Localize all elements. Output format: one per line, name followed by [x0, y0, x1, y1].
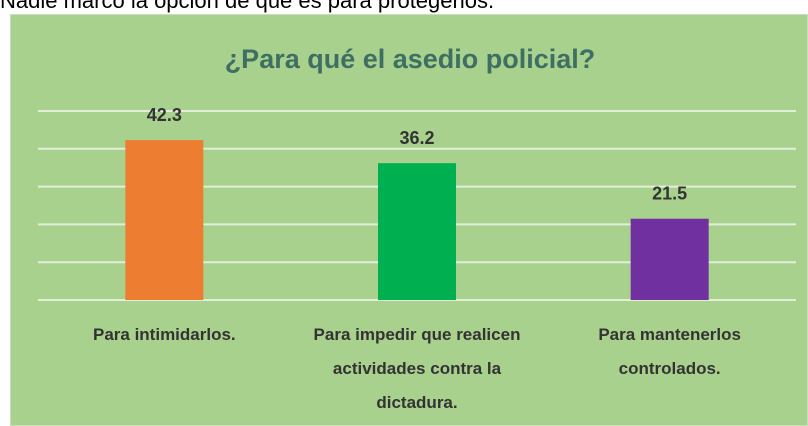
x-tick-label: Para intimidarlos. [92, 325, 236, 344]
bar [125, 140, 204, 300]
data-label: 42.3 [147, 105, 182, 125]
data-label: 21.5 [652, 183, 687, 203]
x-tick-label: Para mantenerlos controlados. [598, 325, 741, 378]
bar [630, 218, 709, 300]
data-label: 36.2 [399, 128, 434, 148]
bar [378, 163, 456, 300]
caption: Nadie marcó la opción de que es para pro… [0, 0, 495, 13]
chart-title: ¿Para qué el asedio policial? [225, 44, 596, 74]
x-tick-label: Para impedir que realicen actividades co… [313, 325, 521, 412]
